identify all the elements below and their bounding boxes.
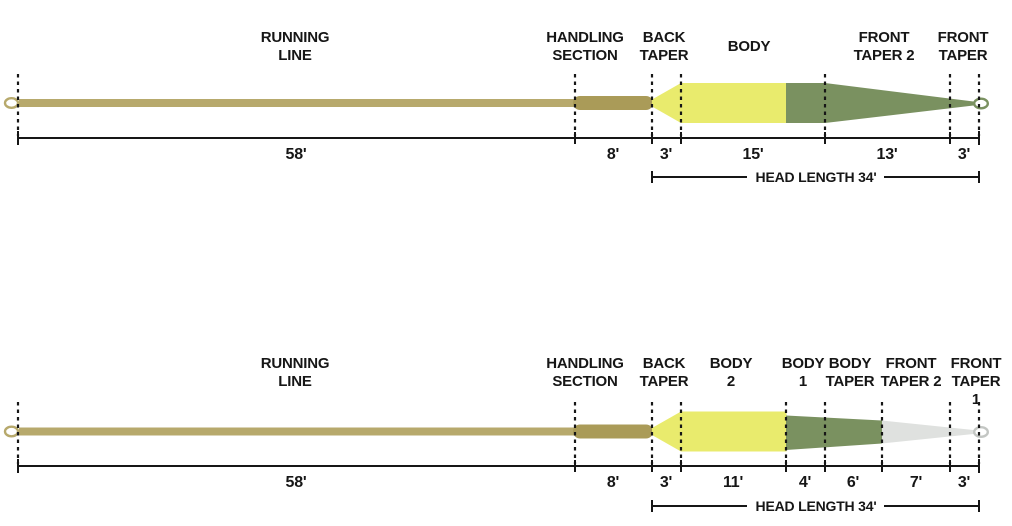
section-label-body-taper: BODY TAPER (825, 355, 875, 390)
section-label-handling-section: HANDLING SECTION (546, 29, 624, 64)
body-1-and-body-taper-segment (786, 415, 882, 450)
back-taper-segment (652, 83, 681, 123)
head-length-label: HEAD LENGTH 34' (755, 498, 877, 514)
length-label-handling-section: 8' (606, 146, 620, 163)
section-label-back-taper: BACK TAPER (639, 29, 689, 64)
fly-line-bottom (3, 402, 990, 512)
length-label-handling-section: 8' (606, 474, 620, 491)
length-label-front-taper-2: 13' (876, 146, 898, 163)
section-label-front-taper-1: FRONT TAPER 1 (950, 355, 1002, 408)
body-segment (681, 83, 787, 123)
length-label-front-taper: 3' (957, 146, 971, 163)
length-label-running-line: 58' (285, 474, 307, 491)
welded-loop-right (973, 97, 990, 110)
length-label-body-taper: 6' (846, 474, 860, 491)
section-label-back-taper: BACK TAPER (639, 355, 689, 390)
section-label-front-taper-2: FRONT TAPER 2 (853, 29, 915, 64)
welded-loop-left (3, 425, 20, 438)
handling-section-segment (573, 424, 653, 439)
length-label-front-taper-2: 7' (909, 474, 923, 491)
length-label-running-line: 58' (285, 146, 307, 163)
running-line-segment (19, 427, 654, 436)
front-taper-segment (882, 420, 974, 444)
section-label-handling-section: HANDLING SECTION (546, 355, 624, 390)
section-label-front-taper: FRONT TAPER (937, 29, 989, 64)
front-taper-segment (825, 83, 974, 123)
length-label-front-taper-1: 3' (957, 474, 971, 491)
handling-section-segment (573, 96, 653, 110)
head-length-label: HEAD LENGTH 34' (755, 169, 877, 185)
length-label-back-taper: 3' (659, 474, 673, 491)
length-label-body: 15' (742, 146, 764, 163)
section-label-running-line: RUNNING LINE (260, 29, 330, 64)
body-2-segment (681, 411, 787, 452)
welded-loop-left (3, 96, 20, 109)
section-label-body-1: BODY 1 (781, 355, 825, 390)
running-line-segment (19, 99, 654, 107)
body-green-segment (786, 83, 826, 123)
section-label-body-2: BODY 2 (709, 355, 753, 390)
length-label-body-2: 11' (722, 474, 744, 491)
back-taper-segment (652, 411, 681, 452)
section-label-running-line: RUNNING LINE (260, 355, 330, 390)
section-label-body: BODY (727, 38, 771, 55)
length-label-body-1: 4' (798, 474, 812, 491)
fly-line-top (3, 74, 990, 183)
welded-loop-right (973, 426, 990, 439)
section-label-front-taper-2: FRONT TAPER 2 (880, 355, 942, 390)
length-label-back-taper: 3' (659, 146, 673, 163)
